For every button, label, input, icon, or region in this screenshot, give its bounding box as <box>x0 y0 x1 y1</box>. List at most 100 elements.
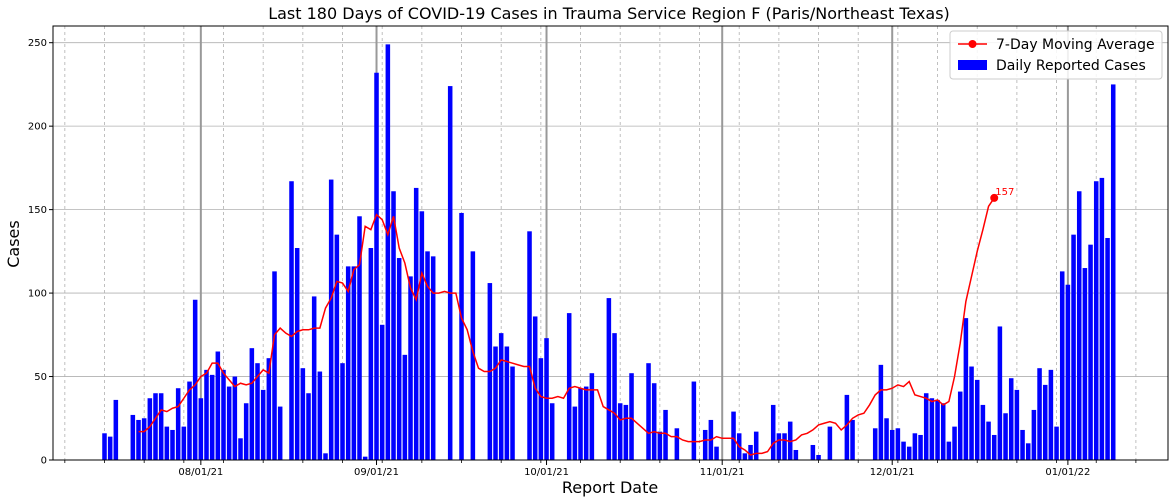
bar <box>827 426 833 460</box>
bar <box>816 454 821 460</box>
bar <box>544 338 549 460</box>
bar <box>198 398 204 460</box>
bar <box>787 421 793 460</box>
bar <box>266 358 272 460</box>
bar <box>130 414 136 460</box>
bar <box>107 436 113 460</box>
bar <box>323 453 328 460</box>
bar <box>260 389 266 460</box>
bar <box>623 404 629 460</box>
bar <box>204 369 209 460</box>
bar <box>249 348 255 460</box>
x-tick-label: 08/01/21 <box>178 467 223 478</box>
bar <box>340 363 345 460</box>
bar <box>1037 368 1042 460</box>
bar <box>147 398 153 460</box>
bar <box>209 374 215 460</box>
bar <box>753 431 759 460</box>
bar <box>379 324 385 460</box>
bar <box>589 373 595 460</box>
bar <box>238 438 243 460</box>
bar <box>776 433 782 460</box>
bar <box>912 433 918 460</box>
last-point-marker <box>990 193 999 202</box>
bar <box>578 388 583 460</box>
bar <box>691 381 697 460</box>
bar <box>317 371 323 460</box>
bar <box>782 433 787 460</box>
bar <box>963 318 969 460</box>
x-tick-label: 12/01/21 <box>870 467 915 478</box>
bar <box>408 276 413 460</box>
bar <box>368 248 374 460</box>
bar <box>663 409 668 460</box>
bar <box>334 234 340 460</box>
bar <box>255 363 260 460</box>
bar <box>872 428 878 460</box>
bar <box>583 386 589 460</box>
x-tick-label: 01/01/22 <box>1045 467 1090 478</box>
bar <box>969 366 974 460</box>
legend-label-moving-average: 7-Day Moving Average <box>996 37 1155 53</box>
bar <box>153 393 158 460</box>
bar <box>923 393 929 460</box>
bar <box>447 86 453 460</box>
bar <box>221 369 226 460</box>
bar <box>748 444 753 460</box>
y-tick-label: 50 <box>34 372 47 383</box>
bar <box>1031 409 1037 460</box>
bar <box>187 381 192 460</box>
bar <box>498 333 504 460</box>
bar <box>459 212 464 460</box>
bar <box>1099 177 1105 460</box>
bar <box>215 351 221 460</box>
bar <box>351 266 357 460</box>
bar <box>1048 369 1054 460</box>
bar <box>1025 443 1031 460</box>
bar <box>300 368 306 460</box>
bar <box>901 441 906 460</box>
bar <box>1105 237 1110 460</box>
bar <box>918 434 923 460</box>
bar <box>770 404 776 460</box>
bar <box>1071 234 1076 460</box>
bar <box>889 429 895 460</box>
bar <box>731 411 736 460</box>
x-tick-label: 11/01/21 <box>700 467 745 478</box>
bar <box>385 44 391 460</box>
chart-title: Last 180 Days of COVID-19 Cases in Traum… <box>268 4 950 23</box>
bar <box>1003 413 1008 460</box>
legend: 7-Day Moving Average Daily Reported Case… <box>949 30 1163 80</box>
bar <box>493 346 498 460</box>
bar <box>170 429 175 460</box>
axes-layer <box>52 25 1169 461</box>
y-tick-label: 200 <box>28 122 47 133</box>
bar <box>289 181 294 460</box>
bar <box>527 231 532 460</box>
bar <box>430 256 436 460</box>
bar <box>311 296 317 460</box>
y-tick-label: 150 <box>28 205 47 216</box>
bar <box>617 403 623 460</box>
bar <box>158 393 164 460</box>
bar <box>1082 268 1088 460</box>
y-tick-label: 250 <box>28 38 47 49</box>
legend-bar-swatch <box>958 60 987 70</box>
ticks-layer: 0 50 100 150 200 250 08/01/21 09/01/21 10/01/21 1… <box>28 38 1137 478</box>
moving-average-line <box>138 197 995 456</box>
bar <box>141 418 147 460</box>
bar <box>714 446 719 460</box>
bar <box>657 431 663 460</box>
y-tick-label: 0 <box>41 456 47 467</box>
bar <box>566 313 572 460</box>
bars-layer <box>102 44 1116 461</box>
bar <box>136 419 141 460</box>
bar <box>226 386 232 460</box>
bar <box>175 388 181 460</box>
bar <box>935 399 940 460</box>
anno-layer: 157 <box>990 187 1014 202</box>
bar <box>102 433 107 460</box>
bar <box>1076 191 1082 460</box>
bar <box>419 211 425 460</box>
